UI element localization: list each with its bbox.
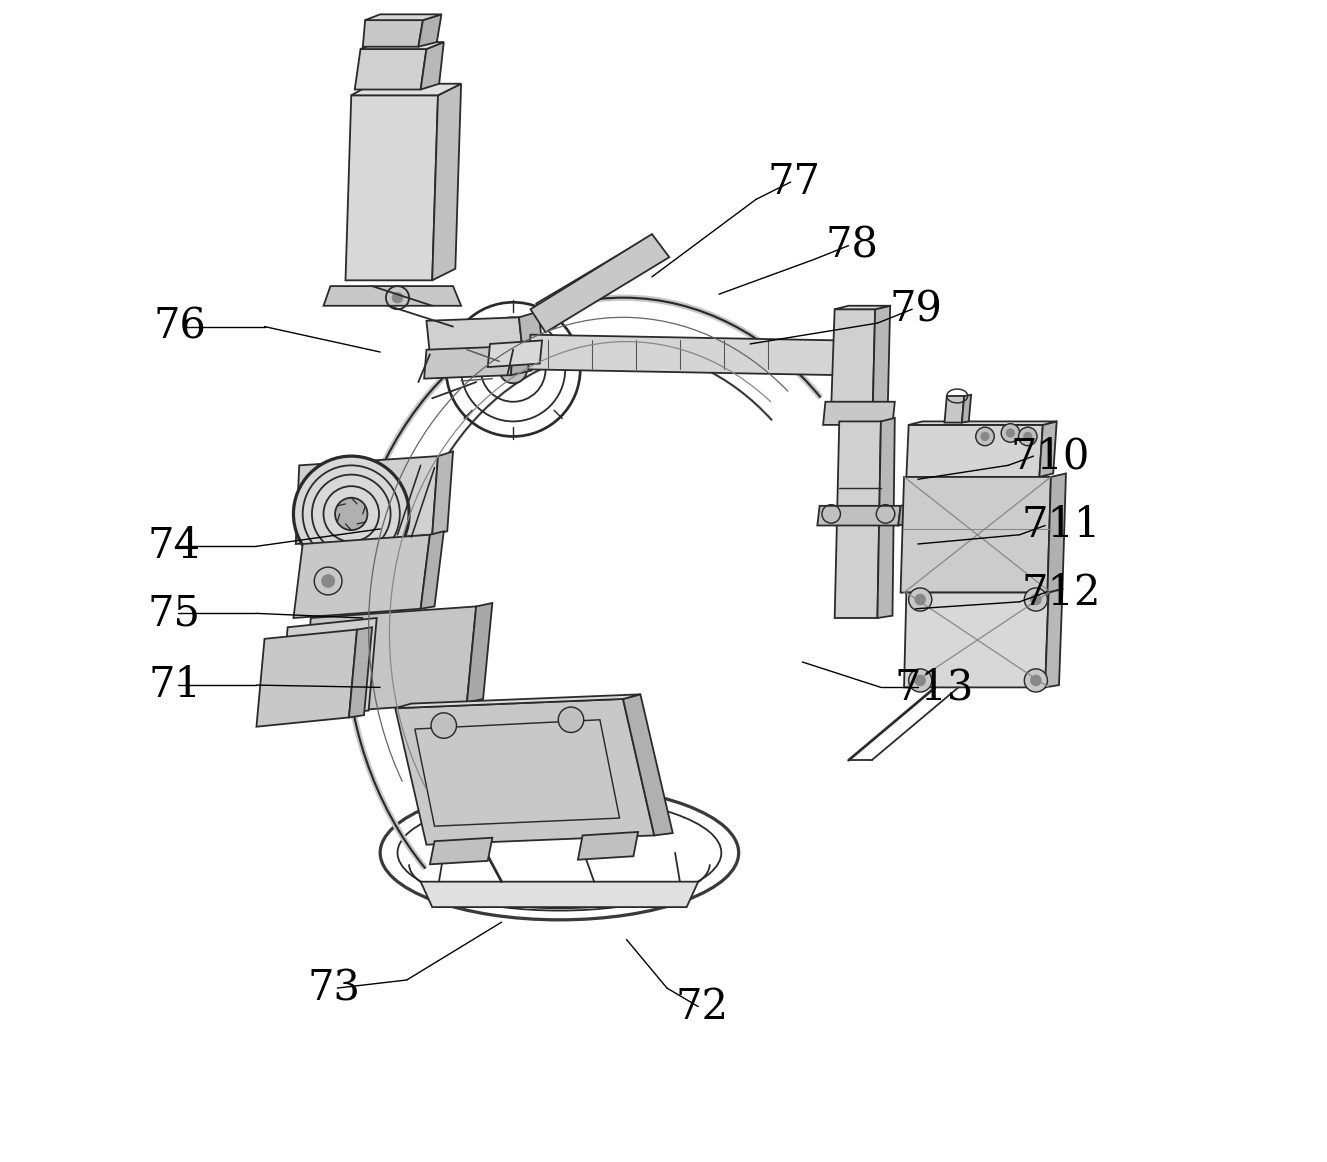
Polygon shape: [349, 627, 372, 717]
Polygon shape: [421, 882, 698, 908]
Circle shape: [1024, 588, 1047, 611]
Polygon shape: [293, 535, 430, 618]
Polygon shape: [488, 340, 541, 367]
Polygon shape: [1046, 589, 1063, 688]
Polygon shape: [873, 306, 890, 408]
Polygon shape: [831, 309, 874, 408]
Polygon shape: [835, 422, 881, 618]
Polygon shape: [528, 335, 843, 375]
Polygon shape: [898, 503, 912, 525]
Text: 712: 712: [1022, 572, 1101, 614]
Text: 79: 79: [889, 288, 942, 330]
Polygon shape: [352, 84, 460, 95]
Polygon shape: [426, 317, 523, 354]
Polygon shape: [395, 695, 641, 708]
Polygon shape: [303, 607, 476, 713]
Polygon shape: [362, 20, 423, 46]
Polygon shape: [345, 95, 438, 280]
Polygon shape: [421, 42, 443, 89]
Polygon shape: [256, 630, 357, 726]
Circle shape: [1006, 429, 1015, 438]
Text: 77: 77: [767, 162, 820, 203]
Circle shape: [909, 669, 932, 693]
Circle shape: [981, 432, 990, 442]
Polygon shape: [877, 418, 894, 618]
Text: 73: 73: [308, 967, 361, 1009]
Text: 711: 711: [1022, 504, 1101, 546]
Polygon shape: [622, 695, 673, 835]
Polygon shape: [296, 457, 438, 544]
Polygon shape: [365, 14, 442, 20]
Polygon shape: [536, 236, 664, 327]
Circle shape: [975, 428, 994, 446]
Polygon shape: [962, 395, 971, 423]
Circle shape: [293, 457, 409, 572]
Polygon shape: [467, 603, 492, 702]
Polygon shape: [324, 286, 460, 306]
Circle shape: [391, 292, 403, 303]
Polygon shape: [839, 336, 860, 375]
Polygon shape: [835, 306, 890, 309]
Polygon shape: [1047, 473, 1066, 593]
Circle shape: [499, 356, 527, 383]
Circle shape: [1024, 669, 1047, 693]
Circle shape: [559, 706, 584, 732]
Polygon shape: [433, 452, 453, 535]
Text: 75: 75: [147, 593, 200, 634]
Polygon shape: [909, 422, 1056, 425]
Text: 713: 713: [894, 666, 974, 709]
Polygon shape: [1039, 422, 1056, 476]
Polygon shape: [395, 700, 654, 845]
Polygon shape: [904, 593, 1048, 688]
Circle shape: [321, 574, 336, 588]
Polygon shape: [579, 832, 638, 860]
Polygon shape: [817, 505, 901, 525]
Text: 72: 72: [675, 985, 729, 1027]
Circle shape: [1001, 424, 1019, 443]
Circle shape: [431, 712, 456, 738]
Polygon shape: [511, 340, 533, 375]
Circle shape: [1030, 675, 1042, 687]
Polygon shape: [519, 311, 541, 350]
Text: 71: 71: [149, 664, 200, 706]
Polygon shape: [280, 618, 377, 719]
Text: 74: 74: [147, 525, 200, 567]
Polygon shape: [823, 402, 894, 425]
Text: 710: 710: [1010, 435, 1089, 478]
Circle shape: [1030, 594, 1042, 605]
Polygon shape: [433, 84, 460, 280]
Polygon shape: [906, 425, 1043, 476]
Polygon shape: [430, 838, 492, 865]
Circle shape: [1019, 428, 1036, 446]
Circle shape: [914, 675, 926, 687]
Text: 78: 78: [825, 224, 878, 266]
Polygon shape: [901, 476, 1051, 593]
Polygon shape: [354, 49, 426, 89]
Polygon shape: [421, 531, 443, 609]
Text: 76: 76: [154, 306, 207, 347]
Circle shape: [1023, 432, 1032, 442]
Circle shape: [336, 497, 368, 530]
Polygon shape: [418, 14, 442, 46]
Circle shape: [909, 588, 932, 611]
Circle shape: [914, 594, 926, 605]
Polygon shape: [945, 396, 965, 423]
Polygon shape: [425, 346, 514, 379]
Polygon shape: [361, 42, 443, 49]
Polygon shape: [531, 234, 669, 332]
